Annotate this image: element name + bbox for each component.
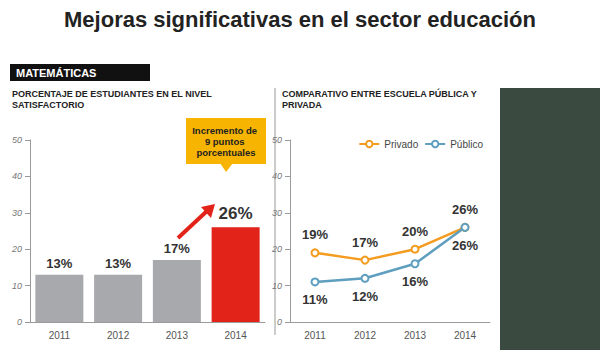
svg-text:SATISFACTORIO: SATISFACTORIO [12, 100, 84, 110]
svg-text:Mejoras significativas en el s: Mejoras significativas en el sector educ… [64, 7, 536, 32]
svg-text:MATEMÁTICAS: MATEMÁTICAS [16, 67, 96, 79]
svg-text:40: 40 [12, 171, 22, 181]
svg-text:9 puntos: 9 puntos [205, 136, 247, 147]
svg-text:50: 50 [12, 135, 22, 145]
svg-text:PORCENTAJE DE ESTUDIANTES EN E: PORCENTAJE DE ESTUDIANTES EN EL NIVEL [12, 89, 214, 99]
svg-text:Incremento de: Incremento de [192, 125, 260, 136]
svg-text:2012: 2012 [354, 330, 377, 341]
svg-text:2011: 2011 [304, 330, 326, 341]
svg-text:16%: 16% [402, 274, 428, 289]
svg-text:17%: 17% [164, 241, 190, 256]
svg-text:13%: 13% [46, 256, 72, 271]
svg-text:porcentuales: porcentuales [196, 147, 255, 158]
svg-text:10: 10 [272, 281, 282, 291]
svg-text:30: 30 [272, 208, 282, 218]
svg-text:2014: 2014 [454, 330, 477, 341]
svg-text:2013: 2013 [166, 330, 189, 341]
svg-text:COMPARATIVO ENTRE ESCUELA PÚBL: COMPARATIVO ENTRE ESCUELA PÚBLICA Y [282, 88, 479, 99]
svg-text:11%: 11% [302, 292, 328, 307]
svg-text:PRIVADA: PRIVADA [282, 100, 322, 110]
svg-text:26%: 26% [219, 204, 253, 223]
svg-text:40: 40 [272, 171, 282, 181]
svg-text:0: 0 [17, 317, 22, 327]
svg-text:26%: 26% [452, 238, 478, 253]
svg-text:10: 10 [12, 281, 22, 291]
svg-text:20%: 20% [402, 224, 428, 239]
svg-text:30: 30 [12, 208, 22, 218]
svg-text:20: 20 [271, 244, 282, 254]
svg-text:20: 20 [11, 244, 22, 254]
svg-text:2014: 2014 [225, 330, 248, 341]
svg-text:Privado: Privado [384, 139, 418, 150]
svg-text:2013: 2013 [404, 330, 427, 341]
svg-text:19%: 19% [302, 227, 328, 242]
svg-text:17%: 17% [352, 235, 378, 250]
svg-text:50: 50 [272, 135, 282, 145]
svg-text:13%: 13% [105, 256, 131, 271]
svg-text:2011: 2011 [49, 330, 71, 341]
svg-text:2012: 2012 [107, 330, 130, 341]
svg-text:12%: 12% [352, 289, 378, 304]
svg-text:0: 0 [277, 317, 282, 327]
svg-text:Público: Público [450, 139, 483, 150]
svg-text:26%: 26% [452, 202, 478, 217]
